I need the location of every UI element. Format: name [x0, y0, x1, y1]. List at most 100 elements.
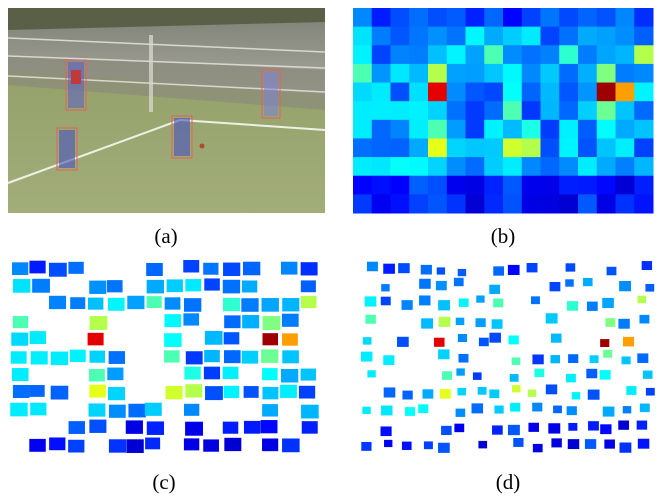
- heat-cell: [398, 263, 410, 273]
- heat-cell: [108, 387, 125, 400]
- heat-cell: [559, 45, 578, 64]
- heat-cell: [447, 8, 466, 27]
- heat-cell: [391, 138, 410, 157]
- heat-cell: [646, 388, 655, 396]
- heat-cell: [503, 157, 522, 176]
- heat-cell: [597, 27, 616, 46]
- heat-cell: [597, 45, 616, 64]
- heat-cell: [597, 176, 616, 195]
- heat-cell: [522, 157, 541, 176]
- heat-cell: [31, 351, 48, 364]
- heat-cell: [127, 296, 144, 309]
- heat-cell: [531, 296, 540, 304]
- heat-cell: [528, 423, 539, 432]
- heat-cell: [372, 64, 391, 83]
- heat-cell: [541, 101, 560, 120]
- heat-cell: [597, 120, 616, 139]
- heat-cell: [620, 443, 632, 453]
- heat-cell: [301, 296, 317, 308]
- heat-cell: [559, 157, 578, 176]
- heat-cell: [353, 45, 372, 64]
- heat-cell: [383, 264, 395, 274]
- heat-cell: [456, 409, 466, 417]
- heat-cell: [185, 384, 202, 397]
- heat-cell: [567, 301, 578, 311]
- heat-cell: [493, 266, 504, 275]
- heat-cell: [458, 334, 467, 342]
- heat-cell: [89, 403, 106, 416]
- heat-cell: [568, 354, 578, 363]
- heat-cell: [224, 332, 240, 344]
- heat-cell: [541, 138, 560, 157]
- heat-cell: [409, 45, 428, 64]
- heat-cell: [428, 176, 447, 195]
- heat-cell: [30, 385, 45, 397]
- heat-cell: [147, 421, 164, 434]
- heat-cell: [365, 315, 375, 324]
- heat-cell: [13, 316, 28, 328]
- heat-cell: [489, 333, 501, 343]
- heat-cell: [299, 386, 315, 399]
- heat-cell: [479, 338, 489, 347]
- heat-cell: [513, 438, 523, 447]
- heat-cell: [616, 83, 635, 102]
- heat-cell: [301, 369, 316, 381]
- heat-cell: [204, 278, 220, 290]
- heat-cell: [603, 350, 612, 358]
- heat-cell: [597, 64, 616, 83]
- heat-cell: [145, 438, 160, 450]
- heat-cell: [503, 27, 522, 46]
- heat-cell: [428, 27, 447, 46]
- heat-cell: [457, 388, 466, 395]
- heat-cell: [70, 297, 85, 309]
- heat-cell: [484, 176, 503, 195]
- heat-cell: [597, 101, 616, 120]
- heat-cell: [454, 278, 464, 286]
- heat-cell: [634, 176, 653, 195]
- heat-cell: [492, 425, 503, 434]
- heat-cell: [90, 316, 108, 330]
- heat-cell: [466, 45, 485, 64]
- heat-cell: [484, 45, 503, 64]
- heat-cell: [616, 138, 635, 157]
- heat-cell: [241, 298, 258, 312]
- heat-cell: [623, 406, 631, 413]
- heat-cell: [643, 371, 653, 379]
- heat-cell: [541, 176, 560, 195]
- heat-cell: [484, 27, 503, 46]
- heat-cell: [88, 333, 104, 346]
- heat-cell: [478, 387, 487, 395]
- heat-cell: [604, 439, 615, 448]
- heat-cell: [409, 194, 428, 213]
- heat-cell: [428, 138, 447, 157]
- heat-cell: [634, 45, 653, 64]
- heat-cell: [128, 404, 145, 418]
- heat-cell: [69, 421, 85, 434]
- heat-cell: [466, 176, 485, 195]
- heat-cell: [565, 279, 574, 286]
- heat-cell: [522, 27, 541, 46]
- heat-cell: [541, 27, 560, 46]
- heat-cell: [616, 64, 635, 83]
- heat-cell: [447, 157, 466, 176]
- heat-cell: [541, 157, 560, 176]
- heat-cell: [546, 384, 557, 394]
- heat-cell: [508, 265, 520, 275]
- heat-cell: [439, 317, 451, 327]
- heat-cell: [466, 157, 485, 176]
- heat-cell: [223, 422, 238, 434]
- heat-cell: [550, 355, 560, 363]
- heat-cell: [281, 369, 298, 383]
- heat-cell: [522, 194, 541, 213]
- heat-cell: [559, 138, 578, 157]
- heat-cell: [447, 120, 466, 139]
- heat-cell: [634, 138, 653, 157]
- heat-cell: [242, 280, 257, 292]
- heat-cell: [466, 64, 485, 83]
- heat-cell: [578, 176, 597, 195]
- heat-cell: [89, 420, 106, 433]
- heat-cell: [559, 83, 578, 102]
- heat-cell: [459, 298, 469, 306]
- heat-cell: [512, 385, 521, 392]
- heat-cell: [634, 101, 653, 120]
